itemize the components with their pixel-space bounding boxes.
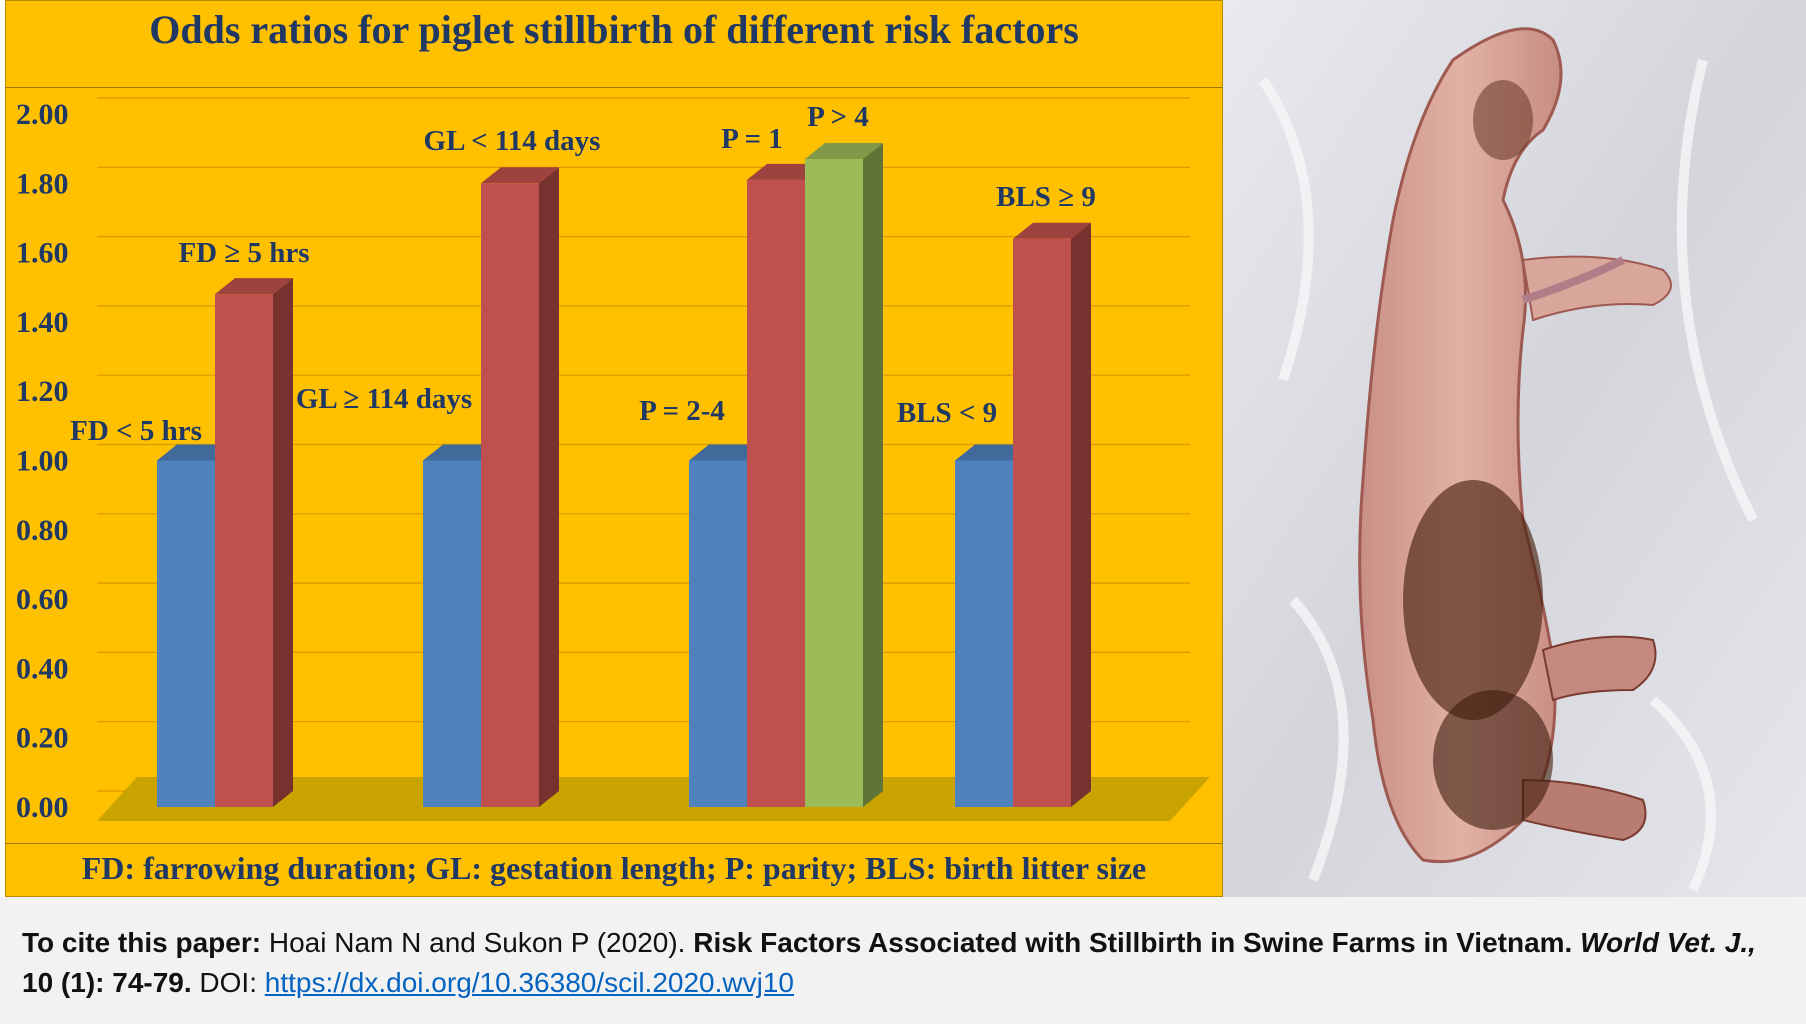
citation-doi-label: DOI: [191,967,265,998]
citation-title: Risk Factors Associated with Stillbirth … [693,927,1573,958]
chart-floor [97,777,1210,821]
bar-label: FD < 5 hrs [70,415,202,447]
chart-title-band: Odds ratios for piglet stillbirth of dif… [5,0,1223,88]
citation-volume: 10 (1): 74-79. [22,967,192,998]
bar [1013,238,1071,808]
citation-lead: To cite this paper: [22,927,262,958]
bar [689,460,747,807]
y-tick-label: 0.00 [16,791,69,824]
bar-top [805,143,883,160]
bar-side [539,167,559,808]
bar-label: P > 4 [807,101,869,133]
y-tick-label: 1.00 [16,445,69,478]
y-tick-label: 1.40 [16,306,69,339]
y-tick-label: 0.60 [16,583,69,616]
bar-label: BLS < 9 [897,397,997,429]
bar [215,294,273,807]
bar-label: P = 1 [721,123,783,155]
bar-label: GL < 114 days [424,125,601,157]
chart-footnote-band: FD: farrowing duration; GL: gestation le… [5,843,1223,897]
bar [955,460,1013,807]
y-tick-label: 0.40 [16,652,69,685]
citation-authors: Hoai Nam N and Sukon P (2020). [261,927,694,958]
y-tick-label: 1.20 [16,375,69,408]
bar-side [863,143,883,808]
citation-box: To cite this paper: Hoai Nam N and Sukon… [0,897,1806,1024]
y-tick-label: 1.80 [16,167,69,200]
bar-top [481,167,559,184]
citation-text: To cite this paper: Hoai Nam N and Sukon… [22,923,1782,1003]
bar-label: GL ≥ 114 days [296,383,472,415]
bar-top [215,278,293,295]
chart-title: Odds ratios for piglet stillbirth of dif… [149,7,1079,52]
bar [805,159,863,808]
bar-chart: 0.00 0.20 0.40 0.60 0.80 1.00 1.20 1.40 1.60 1.80… [16,97,1210,824]
chart-footnote: FD: farrowing duration; GL: gestation le… [81,850,1147,886]
bar [481,183,539,808]
bar [157,460,215,807]
y-tick-label: 0.20 [16,722,69,755]
y-tick-label: 0.80 [16,514,69,547]
bar-label: BLS ≥ 9 [996,181,1096,213]
stillborn-piglet-photo [1223,0,1806,897]
bar-side [1071,222,1091,808]
citation-journal: World Vet. J., [1572,927,1756,958]
bar [423,460,481,807]
citation-doi-link[interactable]: https://dx.doi.org/10.36380/scil.2020.wv… [264,967,794,998]
bar-top [1013,222,1091,239]
y-tick-label: 2.00 [16,98,69,131]
y-tick-label: 1.60 [16,237,69,270]
bar-label: FD ≥ 5 hrs [178,237,309,269]
bar [747,179,805,807]
bar-label: P = 2-4 [639,395,725,427]
bar-side [273,278,293,807]
